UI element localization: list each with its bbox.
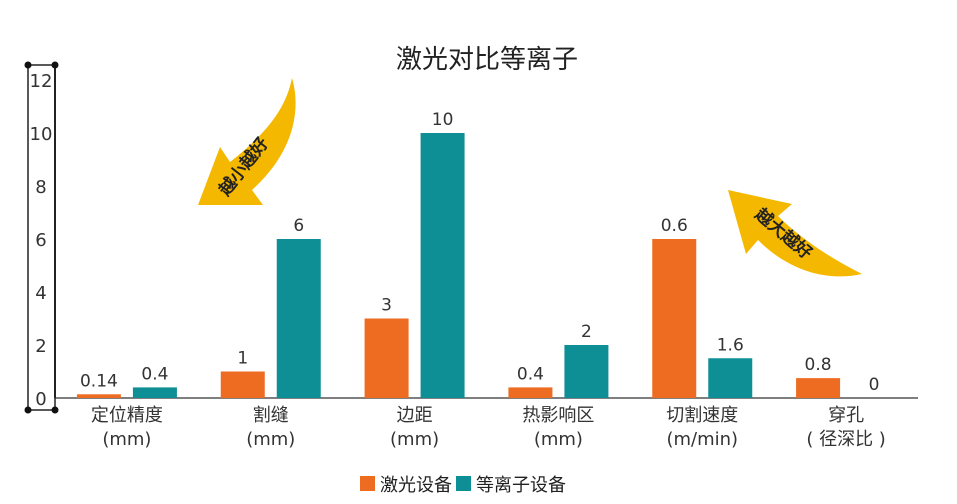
y-axis-bracket <box>27 64 56 411</box>
bar-laser <box>652 239 697 398</box>
bracket-handle-bottom-left <box>24 406 32 414</box>
annotation-arrow-smaller-better: 越小越好 <box>198 78 296 205</box>
bracket-handle-top-left <box>24 61 32 69</box>
bar-laser <box>76 394 121 398</box>
bar-plasma <box>564 345 609 398</box>
data-label: 3 <box>381 296 392 316</box>
data-label: 0.4 <box>517 364 544 384</box>
legend-swatch-plasma <box>456 476 471 491</box>
bars <box>76 133 841 398</box>
legend-swatch-laser <box>360 476 375 491</box>
y-tick-labels: 0 2 4 6 8 10 12 <box>30 71 53 410</box>
arrow-up-left-icon <box>728 190 862 277</box>
bar-plasma <box>708 358 753 398</box>
bracket-handle-bottom-right <box>51 406 59 414</box>
data-label: 0.8 <box>805 355 832 375</box>
bar-laser <box>796 378 841 398</box>
category-label: 切割速度 <box>666 405 738 426</box>
data-label: 0.4 <box>141 364 168 384</box>
category-label: (mm) <box>246 429 295 450</box>
y-tick-label: 12 <box>30 71 53 92</box>
arrow-left-icon <box>198 78 296 205</box>
category-label: 定位精度 <box>91 405 163 426</box>
bar-plasma <box>276 239 321 398</box>
data-label: 1.6 <box>717 335 744 355</box>
legend-label-laser: 激光设备 <box>380 475 452 496</box>
category-label: 割缝 <box>253 405 289 426</box>
annotation-arrow-larger-better: 越大越好 <box>728 190 862 277</box>
y-tick-label: 4 <box>35 283 46 304</box>
bar-plasma <box>132 387 177 398</box>
y-tick-label: 8 <box>35 177 46 198</box>
bracket-handle-top-right <box>51 61 59 69</box>
y-tick-label: 2 <box>35 336 46 357</box>
legend: 激光设备 等离子设备 <box>360 475 566 496</box>
data-label: 0.6 <box>661 216 688 236</box>
category-label: 热影响区 <box>522 405 594 426</box>
data-label: 2 <box>581 322 592 342</box>
bar-laser <box>220 371 265 398</box>
y-tick-label: 0 <box>35 389 46 410</box>
bar-laser <box>508 387 553 398</box>
category-label: (mm) <box>390 429 439 450</box>
data-label: 10 <box>432 110 454 130</box>
chart-title: 激光对比等离子 <box>396 45 578 75</box>
bar-laser <box>364 318 409 398</box>
y-tick-label: 6 <box>35 230 46 251</box>
data-labels: 0.14 0.4 1 6 3 10 0.4 2 0.6 1.6 0.8 0 <box>80 110 880 395</box>
data-label: 1 <box>237 349 248 369</box>
category-labels: 定位精度 (mm) 割缝 (mm) 边距 (mm) 热影响区 (mm) 切割速度 (m/min) 穿… <box>91 405 886 450</box>
data-label: 0 <box>869 375 880 395</box>
category-label: 边距 <box>397 405 433 426</box>
legend-label-plasma: 等离子设备 <box>476 475 566 496</box>
category-label: (m/min) <box>666 429 738 450</box>
category-label: (mm) <box>534 429 583 450</box>
bar-plasma <box>420 133 465 398</box>
category-label: ( 径深比 ) <box>806 429 886 450</box>
data-label: 0.14 <box>80 371 118 391</box>
category-label: 穿孔 <box>828 405 864 426</box>
category-label: (mm) <box>102 429 151 450</box>
y-tick-label: 10 <box>30 124 53 145</box>
data-label: 6 <box>293 216 304 236</box>
